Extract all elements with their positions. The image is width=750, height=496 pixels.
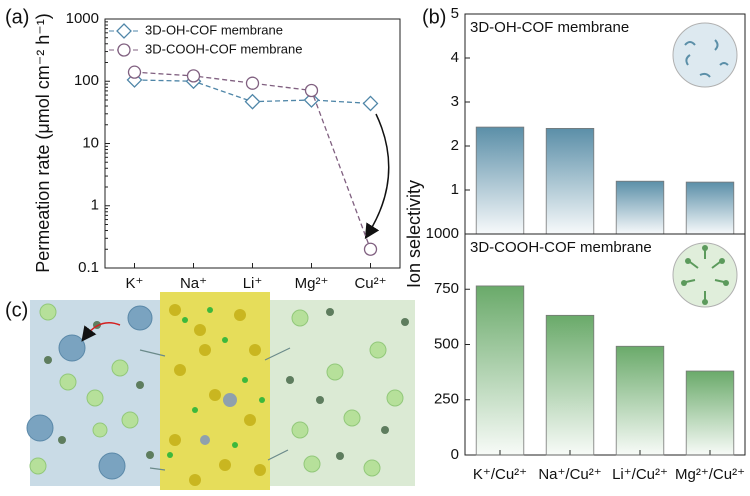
marker <box>186 69 201 83</box>
y-tick-label: 4 <box>451 49 459 66</box>
y-tick-label: 500 <box>434 335 459 352</box>
x-tick-label: Cu²⁺ <box>354 275 386 292</box>
y-tick-label: 1000 <box>66 10 99 27</box>
x-tick-label: Na⁺ <box>180 275 207 292</box>
y-tick-label: 1 <box>451 181 459 198</box>
panel-label: (b) <box>422 6 446 28</box>
pore-inset <box>672 242 738 308</box>
simulation-illustration <box>26 292 415 490</box>
y-tick-label: 2 <box>451 137 459 154</box>
marker <box>363 242 378 256</box>
bar <box>685 181 735 235</box>
x-tick-label: Li⁺/Cu²⁺ <box>612 466 668 483</box>
marker <box>245 76 260 90</box>
legend-label: 3D-COOH-COF membrane <box>145 41 302 56</box>
panel-label: (c) <box>5 299 28 321</box>
y-tick-label: 250 <box>434 391 459 408</box>
legend-marker <box>117 43 131 57</box>
legend-marker <box>116 23 132 39</box>
legend-label: 3D-OH-COF membrane <box>145 22 283 37</box>
pore-inset <box>672 22 738 88</box>
y-tick-label: 3 <box>451 93 459 110</box>
marker <box>304 83 319 98</box>
y-tick-label: 5 <box>451 5 459 22</box>
y-axis-label: Permeation rate (μmol cm⁻² h⁻¹) <box>33 13 53 272</box>
bar <box>615 180 665 235</box>
x-tick-label: Mg²⁺/Cu²⁺ <box>675 466 745 483</box>
marker <box>362 95 379 112</box>
y-axis-label: Ion selectivity <box>404 180 424 288</box>
y-tick-label: 750 <box>434 280 459 297</box>
x-tick-label: K⁺/Cu²⁺ <box>473 466 527 483</box>
x-tick-label: Mg²⁺ <box>295 275 329 292</box>
series-line <box>134 71 372 250</box>
bar <box>475 126 525 235</box>
marker <box>127 65 142 79</box>
bar <box>475 285 525 456</box>
marker <box>303 92 320 108</box>
y-tick-label: 100 <box>74 72 99 89</box>
panel-annotation: 3D-OH-COF membrane <box>470 19 629 36</box>
panel-annotation: 3D-COOH-COF membrane <box>470 239 652 256</box>
x-tick-label: K⁺ <box>126 275 144 292</box>
bar <box>615 345 665 456</box>
panel-label: (a) <box>5 6 29 28</box>
bar <box>685 370 735 456</box>
y-tick-label: 0 <box>451 446 459 463</box>
x-tick-label: Na⁺/Cu²⁺ <box>538 466 601 483</box>
arrow <box>364 113 390 240</box>
y-tick-label: 1000 <box>426 225 459 242</box>
marker <box>244 93 261 110</box>
y-tick-label: 0.1 <box>78 259 99 276</box>
y-tick-label: 10 <box>82 134 99 151</box>
bar <box>545 127 595 235</box>
x-tick-label: Li⁺ <box>243 275 263 292</box>
y-tick-label: 1 <box>91 197 99 214</box>
bar <box>545 314 595 456</box>
